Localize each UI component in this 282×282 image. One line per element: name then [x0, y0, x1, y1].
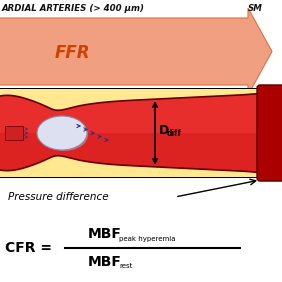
Polygon shape: [0, 91, 282, 175]
Text: SM: SM: [248, 4, 263, 13]
Text: D: D: [159, 124, 169, 136]
Bar: [5, 126, 23, 140]
FancyBboxPatch shape: [257, 85, 282, 181]
Text: peak hyperemia: peak hyperemia: [119, 236, 175, 242]
Text: ARDIAL ARTERIES (> 400 μm): ARDIAL ARTERIES (> 400 μm): [2, 4, 145, 13]
Text: rest: rest: [119, 263, 132, 269]
Bar: [0, 89, 282, 177]
Polygon shape: [0, 8, 272, 95]
Text: diff: diff: [167, 129, 182, 138]
Bar: [0, 88, 282, 178]
Text: FFR: FFR: [55, 43, 91, 61]
Polygon shape: [0, 91, 282, 133]
Text: MBF: MBF: [88, 227, 122, 241]
Ellipse shape: [37, 116, 87, 150]
Bar: [260, 86, 282, 180]
Ellipse shape: [40, 119, 88, 151]
Text: Pressure difference: Pressure difference: [8, 192, 109, 202]
Text: MBF: MBF: [88, 255, 122, 269]
Text: CFR =: CFR =: [5, 241, 57, 255]
